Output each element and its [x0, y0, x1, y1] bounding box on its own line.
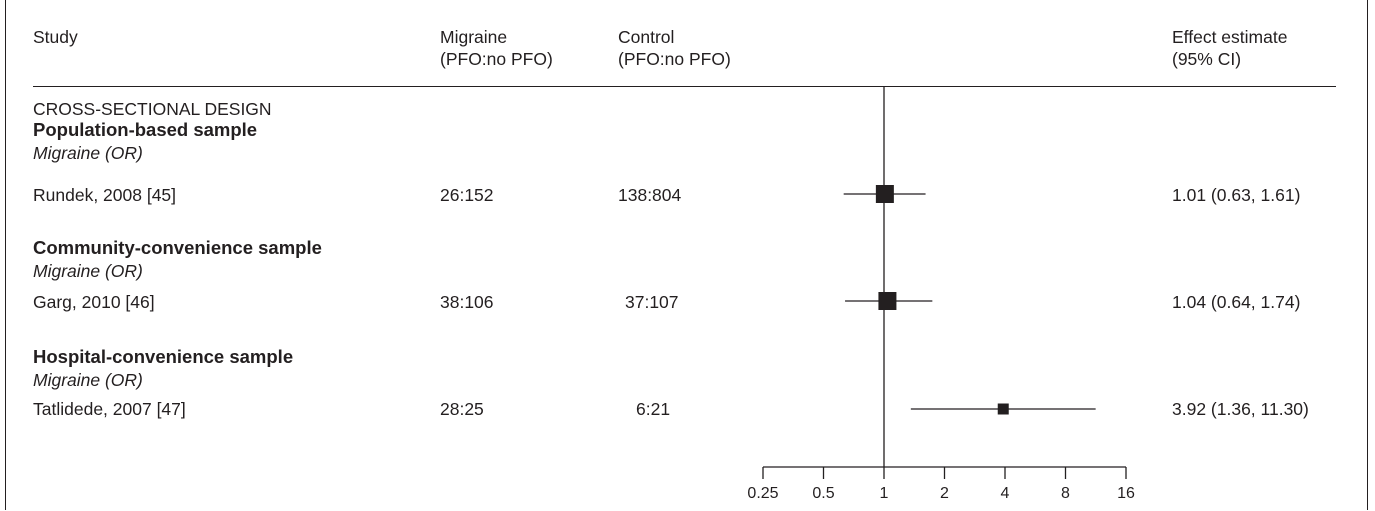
study-label: Tatlidede, 2007 [47] — [33, 399, 186, 419]
header-rule — [33, 86, 1336, 88]
group-subheading: Migraine (OR) — [33, 143, 143, 163]
point-estimate-marker — [997, 403, 1009, 415]
header-effect-line2: (95% CI) — [1172, 49, 1242, 69]
effect-estimate: 3.92 (1.36, 11.30) — [1172, 399, 1309, 419]
group-heading: Population-based sample — [33, 119, 258, 140]
control-count: 6:21 — [636, 399, 671, 419]
header-control-line1: Control — [618, 27, 675, 47]
x-tick-label: 4 — [1001, 485, 1010, 502]
x-tick-label: 0.5 — [812, 485, 834, 502]
migraine-count: 28:25 — [440, 399, 484, 419]
x-tick-label: 16 — [1117, 485, 1135, 502]
study-label: Garg, 2010 [46] — [33, 292, 155, 312]
header-migraine-line1: Migraine — [440, 27, 508, 47]
point-estimate-marker — [875, 185, 894, 203]
point-estimate-marker — [878, 292, 897, 310]
header-effect-line1: Effect estimate — [1172, 27, 1288, 47]
effect-estimate: 1.01 (0.63, 1.61) — [1172, 185, 1301, 205]
group-heading: Hospital-convenience sample — [33, 346, 294, 367]
header-migraine-line2: (PFO:no PFO) — [440, 49, 553, 69]
group-heading: Community-convenience sample — [33, 237, 322, 258]
group-subheading: Migraine (OR) — [33, 261, 143, 281]
control-count: 138:804 — [618, 185, 682, 205]
effect-estimate: 1.04 (0.64, 1.74) — [1172, 292, 1301, 312]
header-study: Study — [33, 27, 78, 47]
x-tick-label: 8 — [1061, 485, 1070, 502]
migraine-count: 38:106 — [440, 292, 494, 312]
control-count: 37:107 — [625, 292, 679, 312]
header-control-line2: (PFO:no PFO) — [618, 49, 731, 69]
study-label: Rundek, 2008 [45] — [33, 185, 177, 205]
x-tick-label: 1 — [880, 485, 889, 502]
group-subheading: Migraine (OR) — [33, 370, 143, 390]
x-tick-label: 2 — [940, 485, 949, 502]
migraine-count: 26:152 — [440, 185, 494, 205]
design-label: CROSS-SECTIONAL DESIGN — [33, 99, 272, 119]
x-tick-label: 0.25 — [747, 485, 778, 502]
figure-frame — [5, 0, 1368, 510]
